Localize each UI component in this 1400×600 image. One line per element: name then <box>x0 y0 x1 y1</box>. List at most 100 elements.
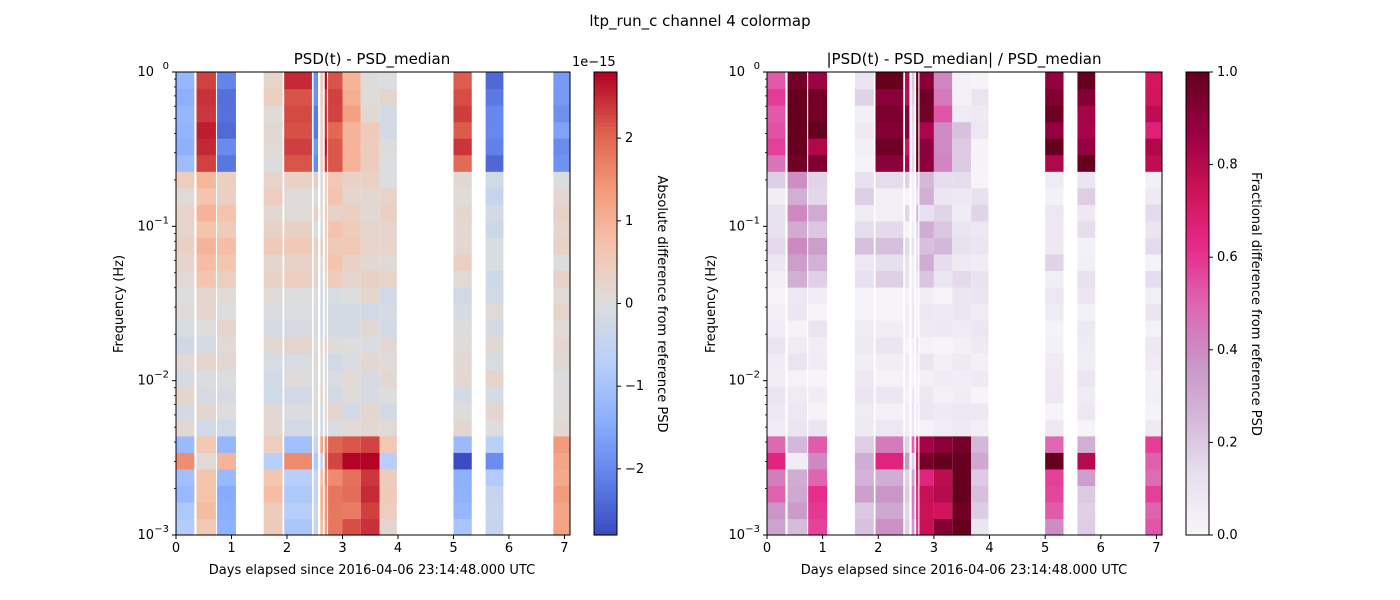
heatmap-cell <box>911 435 915 453</box>
heatmap-cell <box>485 204 504 222</box>
heatmap-cell <box>284 88 312 106</box>
heatmap-cell <box>263 204 283 222</box>
heatmap-cell <box>919 187 934 205</box>
heatmap-cell <box>1045 336 1064 354</box>
heatmap-cell <box>904 435 910 453</box>
heatmap-cell <box>916 286 919 305</box>
colorbar-swatch <box>594 426 617 432</box>
heatmap-cell <box>553 386 570 404</box>
x-tick-label: 2 <box>283 541 291 556</box>
y-tick-label: 10 <box>137 65 154 80</box>
heatmap-cell <box>263 105 283 123</box>
heatmap-cell <box>916 270 919 288</box>
heatmap-cell <box>284 452 312 470</box>
heatmap-cell <box>342 518 361 536</box>
heatmap-cell <box>767 204 786 222</box>
colorbar-swatch <box>594 87 617 92</box>
heatmap-cell <box>1145 353 1162 371</box>
heatmap-cell <box>217 154 236 172</box>
heatmap-cell <box>320 320 324 338</box>
heatmap-cell <box>1077 121 1096 139</box>
colorbar-swatch <box>594 160 617 166</box>
heatmap-cell <box>217 286 236 305</box>
heatmap-cell <box>360 303 380 321</box>
heatmap-cell <box>284 72 312 90</box>
heatmap-cell <box>176 105 195 123</box>
heatmap-cell <box>854 452 874 470</box>
heatmap-cell <box>320 237 324 255</box>
heatmap-cell <box>911 402 915 420</box>
colorbar-swatch <box>594 249 617 254</box>
heatmap-cell <box>971 369 989 387</box>
heatmap-cell <box>360 320 380 338</box>
heatmap-cell <box>342 121 361 139</box>
colorbar-swatch <box>1186 218 1209 224</box>
colorbar-swatch <box>1186 164 1209 170</box>
heatmap-cell <box>284 171 312 189</box>
heatmap-cell <box>808 452 828 470</box>
heatmap-cell <box>952 286 972 305</box>
heatmap-cell <box>952 187 972 205</box>
heatmap-cell <box>904 286 910 305</box>
heatmap-cell <box>196 336 216 354</box>
heatmap-cell <box>324 369 327 387</box>
heatmap-cell <box>263 270 283 288</box>
heatmap-cell <box>196 253 216 272</box>
heatmap-cell <box>808 386 828 404</box>
colorbar-swatch <box>594 488 617 494</box>
heatmap-cell <box>485 369 504 387</box>
heatmap-cell <box>854 353 874 371</box>
heatmap-cell <box>553 518 570 536</box>
heatmap-cell <box>485 88 504 106</box>
heatmap-cell <box>284 253 312 272</box>
heatmap-cell <box>808 369 828 387</box>
heatmap-cell <box>916 154 919 172</box>
heatmap-cell <box>787 386 808 404</box>
heatmap-cell <box>1045 369 1064 387</box>
heatmap-cell <box>933 204 953 222</box>
colorbar-swatch <box>594 527 617 532</box>
heatmap-cell <box>176 419 195 437</box>
heatmap-cell <box>553 485 570 503</box>
heatmap-cell <box>217 253 236 272</box>
colorbar-swatch <box>594 334 617 339</box>
y-tick-exponent: 0 <box>163 61 169 72</box>
heatmap-cell <box>904 138 910 156</box>
colorbar-swatch <box>594 176 617 181</box>
colorbar-swatch <box>594 477 617 482</box>
heatmap-cell <box>263 336 283 354</box>
heatmap-cell <box>952 171 972 189</box>
heatmap-cell <box>933 518 953 536</box>
heatmap-cell <box>553 72 570 90</box>
heatmap-cell <box>916 187 919 205</box>
heatmap-cell <box>787 485 808 503</box>
heatmap-cell <box>379 353 397 371</box>
colorbar-swatch <box>594 288 617 293</box>
heatmap-cell <box>875 237 904 255</box>
heatmap-cell <box>328 320 343 338</box>
heatmap-cell <box>284 369 312 387</box>
colorbar-swatch <box>594 291 617 297</box>
colorbar-swatch <box>594 141 617 146</box>
heatmap-cell <box>808 253 828 272</box>
heatmap-cell <box>1045 88 1064 106</box>
heatmap-cell <box>916 204 919 222</box>
x-tick-label: 0 <box>172 541 180 556</box>
heatmap-cell <box>217 138 236 156</box>
colorbar-swatch <box>1186 442 1209 447</box>
heatmap-cell <box>453 105 472 123</box>
heatmap-cell <box>328 518 343 536</box>
heatmap-cell <box>787 419 808 437</box>
colorbar-swatch <box>1186 230 1209 235</box>
y-tick-label: 10 <box>137 219 154 234</box>
colorbar-swatch <box>594 168 617 173</box>
x-tick-label: 1 <box>227 541 235 556</box>
heatmap-cell <box>952 435 972 453</box>
heatmap-cell <box>342 435 361 453</box>
heatmap-cell <box>919 501 934 520</box>
heatmap-cell <box>1145 154 1162 172</box>
heatmap-cell <box>324 154 327 172</box>
colorbar-swatch <box>594 110 617 116</box>
heatmap-cell <box>1077 204 1096 222</box>
heatmap-cell <box>342 138 361 156</box>
